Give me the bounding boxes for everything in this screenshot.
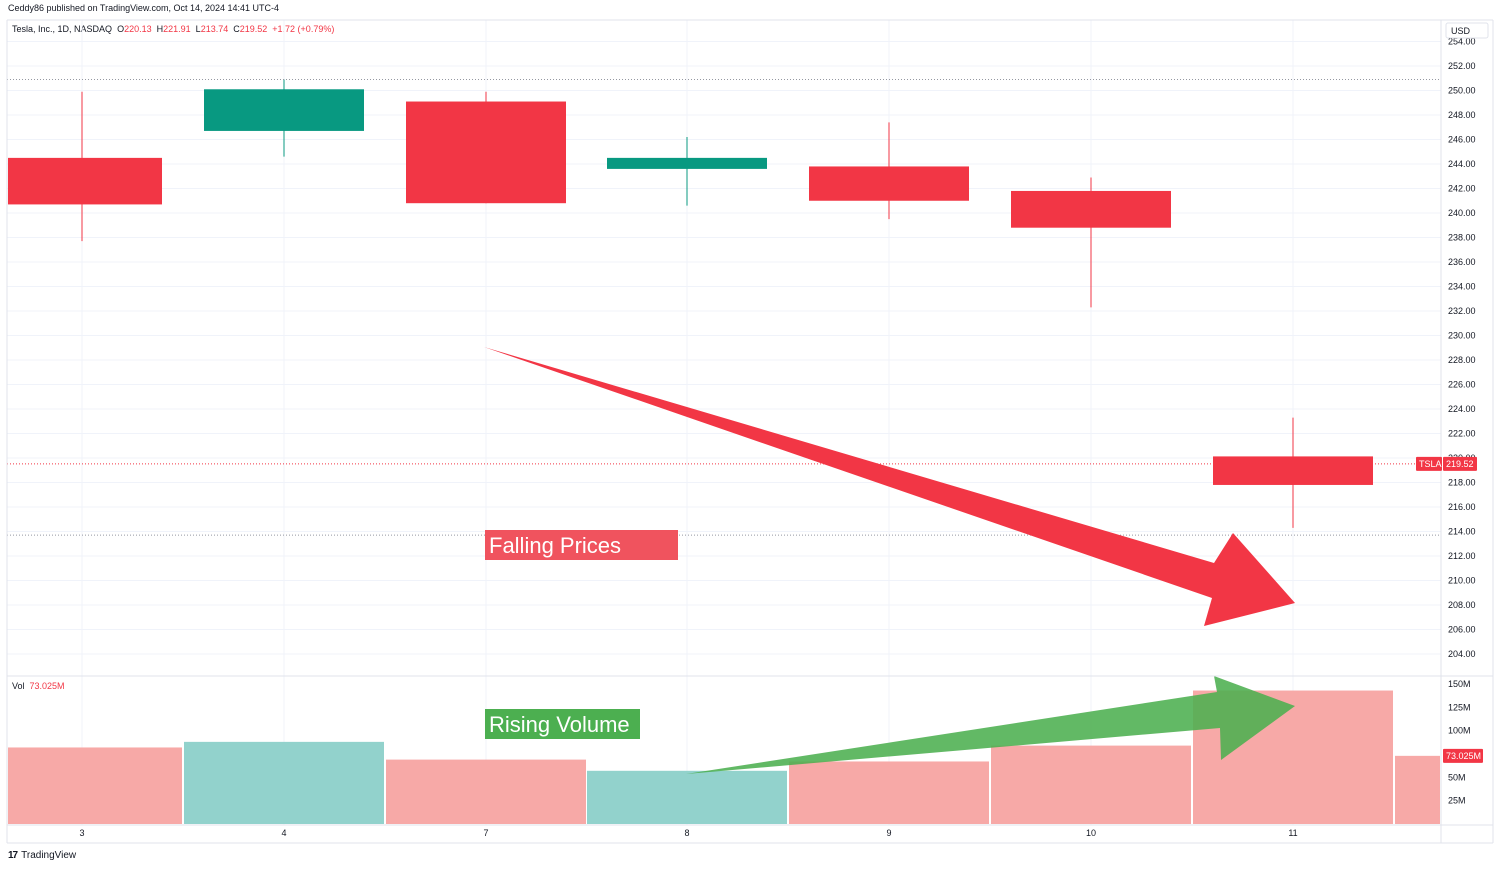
high-label: H — [156, 24, 164, 34]
volume-bar — [386, 759, 586, 824]
volume-bar — [184, 741, 384, 824]
currency-label: USD — [1451, 26, 1471, 36]
annotations: Falling Prices Rising Volume — [484, 347, 1295, 774]
rising-label: Rising Volume — [489, 712, 630, 737]
symbol-legend: Tesla, Inc., 1D, NASDAQ O220.13 H221.91 … — [12, 24, 334, 34]
candle-body — [8, 157, 162, 205]
last-price-tag-box — [1443, 456, 1477, 471]
ticker-tag-box — [1416, 456, 1442, 471]
tradingview-logo-icon: 17 — [8, 850, 18, 861]
price-tick-label: 232.00 — [1448, 306, 1476, 316]
time-tick-label: 10 — [1086, 828, 1096, 838]
volume-tick-label: 50M — [1448, 772, 1466, 782]
time-axis: 3 4 7 8 9 10 11 — [79, 828, 1297, 838]
time-tick-label: 3 — [79, 828, 84, 838]
volume-bar — [587, 770, 787, 824]
open-value: 220.13 — [124, 24, 152, 34]
price-tick-label: 204.00 — [1448, 649, 1476, 659]
time-tick-label: 9 — [886, 828, 891, 838]
price-tick-label: 250.00 — [1448, 86, 1476, 96]
price-tick-label: 244.00 — [1448, 159, 1476, 169]
volume-tick-label: 150M — [1448, 679, 1471, 689]
rising-arrow — [686, 676, 1295, 774]
volume-tick-label: 100M — [1448, 726, 1471, 736]
ticker-tag-label: TSLA — [1419, 459, 1442, 469]
price-tick-label: 212.00 — [1448, 551, 1476, 561]
price-tick-label: 208.00 — [1448, 600, 1476, 610]
price-tick-label: 230.00 — [1448, 331, 1476, 341]
candle-body — [1011, 190, 1171, 228]
candle-body — [607, 157, 767, 169]
volume-bar — [1395, 755, 1440, 824]
volume-tick-label: 125M — [1448, 702, 1471, 712]
price-tick-label: 248.00 — [1448, 110, 1476, 120]
high-value: 221.91 — [163, 24, 191, 34]
close-value: 219.52 — [239, 24, 268, 34]
change-value: +1.72 (+0.79%) — [272, 24, 335, 34]
time-tick-label: 11 — [1288, 828, 1297, 838]
axis-tags: USD TSLA 219.52 73.025M — [1416, 22, 1489, 763]
volume-bar — [789, 761, 989, 824]
axes — [6, 19, 1494, 844]
price-tick-label: 222.00 — [1448, 429, 1476, 439]
reference-lines — [7, 78, 1441, 536]
volume-label: Vol — [12, 681, 25, 691]
candles — [8, 79, 1373, 528]
last-price-tag-label: 219.52 — [1446, 459, 1474, 469]
tradingview-footer[interactable]: 17 TradingView — [8, 850, 76, 861]
price-tick-label: 254.00 — [1448, 37, 1476, 47]
candle-body — [1213, 456, 1373, 485]
rising-label-box — [485, 709, 640, 739]
volume-axis: 25M 50M 100M 125M 150M — [1448, 679, 1471, 806]
price-tick-label: 214.00 — [1448, 527, 1476, 537]
price-tick-label: 236.00 — [1448, 257, 1476, 267]
low-value: 213.74 — [200, 24, 229, 34]
price-tick-label: 218.00 — [1448, 478, 1476, 488]
price-tick-label: 224.00 — [1448, 404, 1476, 414]
grid-lines — [7, 20, 1441, 825]
price-tick-label: 226.00 — [1448, 380, 1476, 390]
candle-body — [204, 89, 364, 131]
falling-label-box — [485, 530, 678, 560]
currency-box[interactable] — [1445, 22, 1489, 39]
price-tick-label: 242.00 — [1448, 184, 1476, 194]
time-tick-label: 4 — [281, 828, 286, 838]
volume-legend: Vol 73.025M — [12, 681, 65, 691]
volume-bars — [8, 690, 1440, 824]
volume-tick-label: 25M — [1448, 796, 1466, 806]
symbol-name: Tesla, Inc., 1D, NASDAQ — [12, 24, 113, 34]
price-tick-label: 216.00 — [1448, 502, 1476, 512]
volume-value: 73.025M — [29, 681, 65, 691]
time-tick-label: 7 — [483, 828, 488, 838]
candle-body — [406, 101, 566, 204]
open-label: O — [117, 24, 125, 34]
falling-label: Falling Prices — [489, 533, 621, 558]
price-axis: 204.00 206.00 208.00 210.00 212.00 214.00 216.… — [1448, 37, 1476, 660]
close-label: C — [233, 24, 240, 34]
candle-body — [809, 166, 969, 201]
price-tick-label: 246.00 — [1448, 135, 1476, 145]
price-tick-label: 252.00 — [1448, 61, 1476, 71]
volume-bar — [991, 745, 1191, 824]
price-tick-label: 238.00 — [1448, 233, 1476, 243]
falling-arrow — [484, 347, 1295, 626]
publish-header: Ceddy86 published on TradingView.com, Oc… — [8, 3, 279, 13]
volume-tag-label: 73.025M — [1446, 751, 1481, 761]
price-tick-label: 206.00 — [1448, 625, 1476, 635]
price-tick-label: 240.00 — [1448, 208, 1476, 218]
volume-tag-box — [1443, 748, 1483, 763]
time-tick-label: 8 — [684, 828, 689, 838]
tradingview-brand: TradingView — [21, 850, 77, 861]
volume-bar — [8, 747, 182, 824]
low-label: L — [195, 24, 201, 34]
price-tick-label: 210.00 — [1448, 576, 1476, 586]
price-tick-label: 228.00 — [1448, 355, 1476, 365]
price-tick-label: 234.00 — [1448, 282, 1476, 292]
